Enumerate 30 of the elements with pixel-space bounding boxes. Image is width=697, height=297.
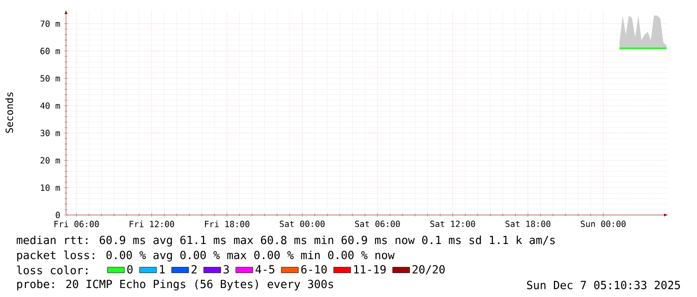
x-tick-label: Fri 18:00 xyxy=(204,220,250,228)
text: median rtt: 60.9 ms avg 61.1 ms max 60.8 ms min 60.9 ms now 0.1 ms sd 1.1 k am/s xyxy=(16,236,555,246)
text: Sun Dec 7 05:10:33 2025 xyxy=(527,280,680,290)
y-tick-label: 10 m xyxy=(40,184,60,191)
y-tick-label: 60 m xyxy=(40,48,60,54)
legend-title: loss color: xyxy=(17,266,88,274)
x-tick-label: Sat 06:00 xyxy=(355,220,400,228)
legend-label: 0 xyxy=(127,265,133,274)
legend-label: 2 xyxy=(192,265,197,274)
y-tick-label: 70 m xyxy=(40,20,60,27)
x-tick-label: Sat 00:00 xyxy=(280,220,325,228)
x-tick-label: Fri 12:00 xyxy=(130,220,174,228)
legend-label: 1 xyxy=(160,265,165,274)
y-tick-label: 20 m xyxy=(40,157,60,164)
x-tick-label: Sat 18:00 xyxy=(506,220,550,228)
x-tick-label: Fri 06:00 xyxy=(54,220,99,228)
y-axis-title: Seconds xyxy=(5,92,14,133)
x-tick-label: Sat 12:00 xyxy=(430,220,476,228)
legend-label: 6-10 xyxy=(301,265,327,274)
text: probe: 20 ICMP Echo Pings (56 Bytes) every 300s xyxy=(17,280,334,290)
y-tick-label: 0 xyxy=(56,212,60,218)
legend-label: 4-5 xyxy=(256,265,274,274)
legend-label: 3 xyxy=(224,265,229,274)
text: packet loss: 0.00 % avg 0.00 % max 0.00 % min 0.00 % now xyxy=(17,250,395,262)
y-tick-label: 50 m xyxy=(40,75,60,82)
y-tick-label: 30 m xyxy=(40,130,60,136)
y-tick-label: 40 m xyxy=(40,102,60,109)
x-tick-label: Sun 00:00 xyxy=(580,220,626,228)
legend-label: 20/20 xyxy=(412,265,445,274)
legend-label: 11-19 xyxy=(354,265,386,274)
